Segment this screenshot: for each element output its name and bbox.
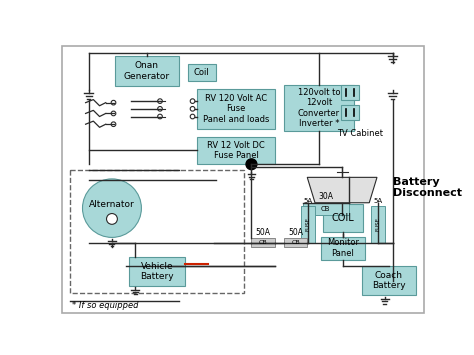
FancyBboxPatch shape	[188, 64, 216, 81]
Circle shape	[82, 179, 141, 237]
Polygon shape	[307, 178, 377, 203]
Text: RV 12 Volt DC
Fuse Panel: RV 12 Volt DC Fuse Panel	[207, 141, 265, 160]
FancyBboxPatch shape	[197, 89, 275, 129]
Text: 120volt to
12volt
Converter
Inverter *: 120volt to 12volt Converter Inverter *	[298, 88, 340, 128]
FancyBboxPatch shape	[341, 105, 359, 120]
Text: COIL: COIL	[331, 213, 354, 223]
Circle shape	[190, 99, 195, 103]
FancyBboxPatch shape	[302, 203, 349, 215]
FancyBboxPatch shape	[284, 238, 307, 247]
FancyBboxPatch shape	[284, 85, 354, 131]
Text: Battery
Disconnect: Battery Disconnect	[392, 176, 462, 198]
FancyBboxPatch shape	[321, 237, 365, 260]
FancyBboxPatch shape	[362, 266, 416, 295]
Circle shape	[158, 114, 162, 119]
Text: 5A: 5A	[373, 198, 383, 204]
Circle shape	[107, 214, 118, 224]
FancyBboxPatch shape	[371, 206, 385, 243]
Circle shape	[190, 106, 195, 111]
Text: FUSE: FUSE	[375, 217, 380, 231]
Text: TV Cabinet: TV Cabinet	[337, 129, 383, 138]
Text: Alternator: Alternator	[89, 200, 135, 209]
Text: CB: CB	[292, 240, 300, 245]
FancyBboxPatch shape	[323, 204, 363, 232]
Text: CB: CB	[321, 206, 330, 212]
Text: 50A: 50A	[288, 228, 303, 237]
Circle shape	[111, 100, 116, 105]
Text: Vehicle
Battery: Vehicle Battery	[140, 262, 173, 281]
Circle shape	[111, 111, 116, 116]
Circle shape	[111, 122, 116, 126]
Text: * If so equipped: * If so equipped	[72, 301, 138, 310]
Text: 50A: 50A	[255, 228, 271, 237]
Text: Onan
Generator: Onan Generator	[124, 61, 170, 81]
Text: Monitor
Panel: Monitor Panel	[327, 239, 359, 258]
Circle shape	[190, 114, 195, 119]
FancyBboxPatch shape	[197, 137, 275, 164]
Text: RV 120 Volt AC
Fuse
Panel and loads: RV 120 Volt AC Fuse Panel and loads	[203, 94, 269, 124]
Circle shape	[158, 106, 162, 111]
Text: Coil: Coil	[194, 68, 210, 77]
FancyBboxPatch shape	[129, 257, 185, 286]
FancyBboxPatch shape	[251, 238, 275, 247]
Circle shape	[246, 159, 257, 170]
FancyBboxPatch shape	[115, 56, 179, 86]
Text: FUSE: FUSE	[306, 217, 310, 231]
Text: 5A: 5A	[303, 198, 312, 204]
Text: Coach
Battery: Coach Battery	[372, 271, 405, 290]
FancyBboxPatch shape	[341, 85, 359, 100]
Text: 30A: 30A	[319, 192, 333, 201]
Text: CB: CB	[259, 240, 267, 245]
Circle shape	[158, 99, 162, 103]
Bar	[70, 170, 245, 293]
FancyBboxPatch shape	[301, 206, 315, 243]
